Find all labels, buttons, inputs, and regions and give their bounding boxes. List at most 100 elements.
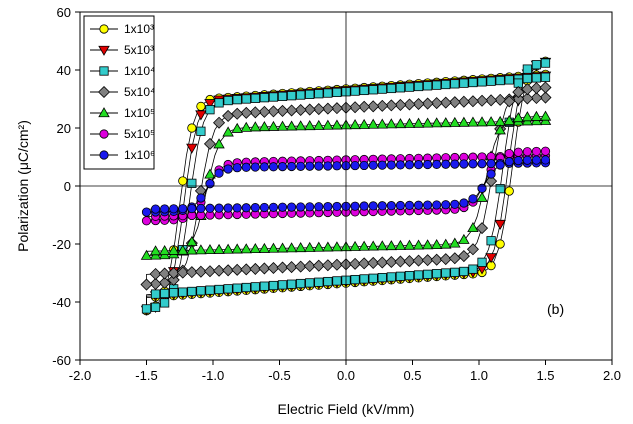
- data-point: [250, 162, 260, 172]
- data-point: [323, 88, 333, 98]
- data-point: [149, 245, 162, 256]
- data-point: [99, 24, 109, 34]
- legend-item: 5x10⁵: [90, 127, 155, 141]
- data-point: [459, 159, 469, 169]
- data-point: [286, 202, 297, 212]
- legend-item: 1x10⁴: [90, 64, 155, 78]
- data-point: [277, 202, 288, 212]
- data-point: [530, 91, 543, 105]
- data-point: [99, 66, 109, 76]
- data-point: [367, 100, 380, 113]
- data-point: [386, 272, 396, 282]
- data-point: [468, 77, 478, 88]
- data-point: [486, 236, 496, 246]
- data-point: [187, 286, 197, 297]
- data-point: [203, 265, 217, 278]
- legend-label: 1x10⁵: [124, 106, 155, 120]
- data-point: [486, 158, 496, 169]
- y-tick-label: -20: [52, 237, 71, 252]
- data-point: [213, 138, 225, 149]
- data-point: [196, 286, 206, 296]
- data-point: [404, 200, 415, 210]
- data-point: [448, 252, 461, 265]
- data-point: [97, 85, 111, 99]
- data-point: [467, 222, 479, 233]
- data-point: [448, 96, 461, 109]
- data-point: [285, 261, 298, 274]
- data-point: [321, 259, 334, 272]
- data-point: [294, 260, 307, 273]
- data-point: [368, 85, 378, 95]
- data-point: [222, 264, 235, 277]
- y-tick-label: 0: [64, 179, 71, 194]
- legend-item: 5x10⁴: [90, 85, 155, 99]
- data-point: [322, 119, 334, 130]
- data-point: [240, 263, 253, 276]
- legend-label: 5x10³: [124, 43, 154, 57]
- data-point: [160, 298, 170, 308]
- y-axis-title: Polarization (μC/cm²): [15, 120, 31, 252]
- data-point: [459, 78, 469, 88]
- data-point: [450, 199, 460, 209]
- legend-item: 1x10³: [90, 22, 154, 36]
- data-point: [214, 203, 224, 213]
- data-point: [540, 155, 551, 165]
- data-point: [285, 242, 298, 253]
- data-point: [314, 202, 324, 212]
- data-point: [504, 148, 514, 159]
- data-point: [385, 255, 398, 269]
- data-point: [205, 179, 215, 189]
- data-point: [296, 202, 306, 212]
- data-point: [232, 163, 242, 173]
- data-point: [403, 98, 416, 111]
- data-point: [213, 116, 226, 129]
- data-point: [150, 289, 161, 299]
- data-point: [178, 176, 188, 186]
- data-point: [477, 77, 487, 87]
- data-point: [169, 204, 179, 214]
- ticks: -2.0 -1.5 -1.0 -0.5 0.0 0.5 1.0 1.5 2.0 60 40 20 0 -2…: [52, 5, 621, 383]
- x-tick-label: 1.5: [536, 368, 554, 383]
- data-point: [196, 203, 206, 214]
- panel-label: (b): [547, 301, 564, 317]
- data-point: [430, 97, 443, 110]
- data-point: [404, 82, 415, 92]
- data-point: [323, 276, 333, 287]
- data-point: [441, 159, 451, 169]
- data-point: [314, 89, 324, 99]
- data-point: [296, 278, 306, 289]
- y-tick-label: 20: [57, 121, 71, 136]
- data-point: [423, 159, 433, 170]
- data-point: [141, 216, 152, 226]
- data-point: [223, 203, 233, 213]
- data-point: [98, 45, 110, 56]
- data-point: [195, 110, 207, 121]
- data-point: [99, 129, 109, 139]
- data-point: [350, 86, 360, 96]
- legend: 1x10³ 5x10³ 1x10⁴ 5x10⁴ 1x10⁵ 5x10⁵ 1x10⁶: [83, 15, 155, 170]
- data-point: [395, 160, 406, 170]
- x-tick-label: 0.0: [337, 368, 355, 383]
- data-point: [539, 91, 552, 104]
- data-point: [330, 258, 343, 271]
- data-point: [187, 178, 197, 188]
- data-point: [150, 302, 161, 312]
- data-point: [413, 270, 424, 280]
- data-point: [194, 265, 207, 278]
- legend-item: 1x10⁶: [90, 148, 155, 162]
- data-point: [475, 222, 489, 235]
- data-point: [385, 118, 398, 129]
- data-point: [167, 273, 180, 286]
- data-point: [268, 92, 279, 102]
- data-point: [314, 161, 324, 171]
- data-point: [331, 119, 343, 130]
- data-point: [204, 99, 216, 110]
- data-point: [377, 84, 387, 94]
- data-point: [358, 240, 370, 251]
- data-point: [178, 204, 188, 214]
- data-point: [332, 87, 342, 98]
- data-point: [477, 257, 487, 267]
- data-point: [377, 160, 387, 170]
- data-point: [250, 203, 260, 213]
